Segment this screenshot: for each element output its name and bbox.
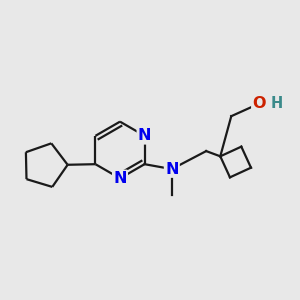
- Text: O: O: [252, 96, 266, 111]
- Text: N: N: [165, 162, 178, 177]
- Text: N: N: [138, 128, 151, 143]
- Text: N: N: [113, 171, 127, 186]
- Text: H: H: [271, 96, 283, 111]
